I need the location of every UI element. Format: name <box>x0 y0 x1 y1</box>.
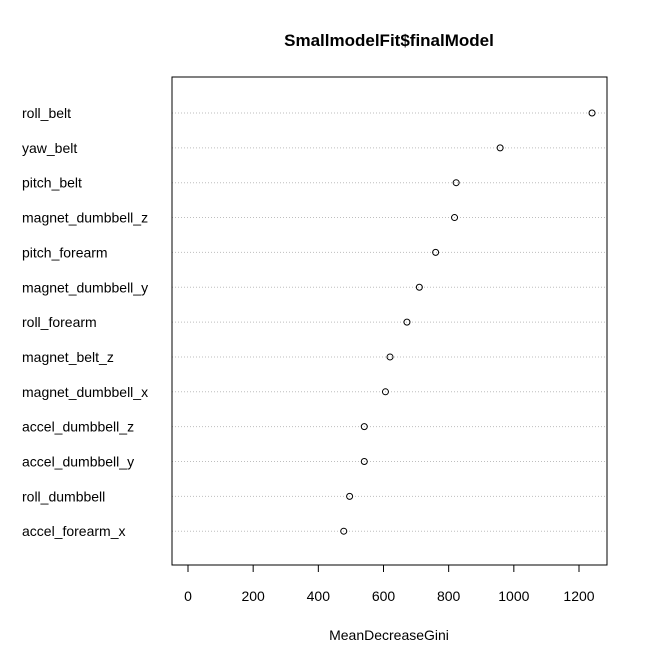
data-point <box>346 492 354 500</box>
x-tick-label: 600 <box>372 588 396 604</box>
category-label: magnet_dumbbell_x <box>22 384 148 400</box>
x-tick-label: 1000 <box>498 588 529 604</box>
data-point <box>340 527 348 535</box>
plot-frame <box>171 76 608 566</box>
category-label: pitch_belt <box>22 175 82 191</box>
category-label: roll_belt <box>22 105 71 121</box>
data-point <box>415 283 423 291</box>
category-label: magnet_dumbbell_y <box>22 279 148 295</box>
grid-lines <box>172 112 607 532</box>
category-label: accel_forearm_x <box>22 523 126 539</box>
chart-title: SmallmodelFit$finalModel <box>284 31 494 50</box>
data-point <box>386 353 394 361</box>
data-points <box>340 109 596 535</box>
x-tick-label: 200 <box>241 588 265 604</box>
data-point <box>360 423 368 431</box>
category-label: roll_dumbbell <box>22 488 105 504</box>
x-tick-label: 400 <box>307 588 331 604</box>
category-label: yaw_belt <box>22 140 77 156</box>
x-tick-label: 1200 <box>563 588 594 604</box>
data-point <box>496 144 504 152</box>
data-point <box>452 179 460 187</box>
category-label: accel_dumbbell_y <box>22 454 134 470</box>
data-point <box>381 388 389 396</box>
category-label: magnet_belt_z <box>22 349 114 365</box>
data-point <box>432 248 440 256</box>
x-tick-label: 800 <box>437 588 461 604</box>
x-axis-label: MeanDecreaseGini <box>329 627 449 643</box>
data-point <box>451 214 459 222</box>
data-point <box>588 109 596 117</box>
category-labels: roll_belt yaw_belt pitch_belt magnet_dumbbe… <box>22 105 148 539</box>
category-label: magnet_dumbbell_z <box>22 210 148 226</box>
x-axis: 0 200 400 600 800 1000 1200 <box>184 564 595 604</box>
data-point <box>360 458 368 465</box>
data-point <box>403 318 411 326</box>
category-label: accel_dumbbell_z <box>22 419 134 435</box>
x-tick-label: 0 <box>184 588 192 604</box>
category-label: roll_forearm <box>22 314 97 330</box>
category-label: pitch_forearm <box>22 244 108 260</box>
